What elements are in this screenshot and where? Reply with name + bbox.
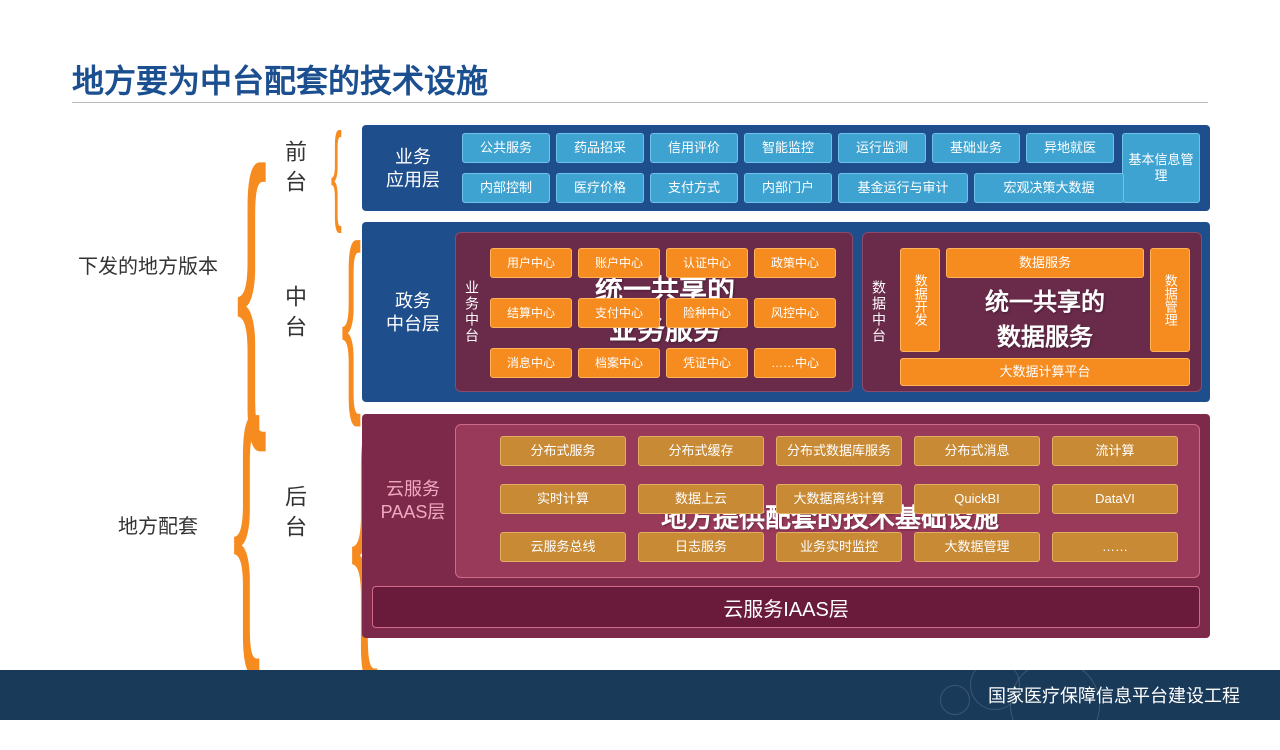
data-panel-label: 数据中台 [869,280,889,344]
cell: 险种中心 [666,298,748,328]
back-layer-label: 云服务 PAAS层 [378,478,448,525]
cell: 内部门户 [744,173,832,203]
cell: 分布式缓存 [638,436,764,466]
cell: 宏观决策大数据 [974,173,1124,203]
cell: 流计算 [1052,436,1178,466]
cell: 分布式数据库服务 [776,436,902,466]
cell: 支付中心 [578,298,660,328]
cell: 信用评价 [650,133,738,163]
cell: DataVI [1052,484,1178,514]
front-tall-box: 基本信息管理 [1122,133,1200,203]
stage-mid: 中台 [278,285,310,345]
cell: 异地就医 [1026,133,1114,163]
cell: 政策中心 [754,248,836,278]
mid-layer-label: 政务 中台层 [378,290,448,337]
cell: 云服务总线 [500,532,626,562]
cell: 用户中心 [490,248,572,278]
footer-circle-1 [1010,660,1100,750]
cell: 基金运行与审计 [838,173,968,203]
footer: 国家医疗保障信息平台建设工程 [0,670,1280,720]
cell: …… [1052,532,1178,562]
divider [72,102,1208,103]
cell: 档案中心 [578,348,660,378]
data-right: 数据管理 [1150,248,1190,352]
data-bottom: 大数据计算平台 [900,358,1190,386]
cell: 公共服务 [462,133,550,163]
group-bottom-label: 地方配套 [118,510,198,539]
cell: 分布式消息 [914,436,1040,466]
cell: 基础业务 [932,133,1020,163]
stage-back: 后台 [278,485,310,545]
iaas-box: 云服务IAAS层 [372,586,1200,628]
bracket-bottom: { [233,402,261,642]
cell: 日志服务 [638,532,764,562]
footer-circle-2 [970,660,1020,710]
cell: 药品招采 [556,133,644,163]
front-layer-label: 业务 应用层 [378,146,448,193]
cell: 分布式服务 [500,436,626,466]
data-left: 数据开发 [900,248,940,352]
cell: 实时计算 [500,484,626,514]
cell: 数据上云 [638,484,764,514]
page-title: 地方要为中台配套的技术设施 [72,56,488,102]
cell: 大数据离线计算 [776,484,902,514]
cell: QuickBI [914,484,1040,514]
cell: ……中心 [754,348,836,378]
cell: 智能监控 [744,133,832,163]
cell: 业务实时监控 [776,532,902,562]
biz-panel-label: 业务中台 [462,280,482,344]
cell: 消息中心 [490,348,572,378]
cell: 支付方式 [650,173,738,203]
cell: 内部控制 [462,173,550,203]
footer-circle-3 [940,685,970,715]
bracket-front: { [331,128,342,218]
cell: 医疗价格 [556,173,644,203]
data-top: 数据服务 [946,248,1144,278]
group-top-label: 下发的地方版本 [78,250,218,279]
stage-front: 前台 [278,140,310,200]
cell: 凭证中心 [666,348,748,378]
cell: 认证中心 [666,248,748,278]
cell: 结算中心 [490,298,572,328]
cell: 风控中心 [754,298,836,328]
cell: 运行监测 [838,133,926,163]
cell: 账户中心 [578,248,660,278]
cell: 大数据管理 [914,532,1040,562]
